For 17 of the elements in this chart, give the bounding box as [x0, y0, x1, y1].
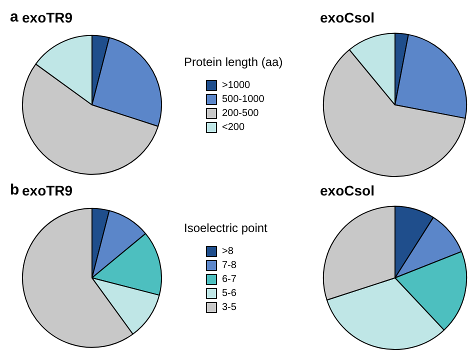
legend-label: 5-6 — [222, 286, 236, 300]
legend-label: >1000 — [222, 78, 250, 92]
chart-title: exoCsol — [320, 182, 374, 198]
chart-title: exoTR9 — [22, 9, 73, 26]
legend-label: 200-500 — [222, 106, 259, 120]
legend-label: 6-7 — [222, 272, 236, 286]
chart-title: exoTR9 — [22, 182, 73, 198]
legend-label: 3-5 — [222, 300, 236, 314]
text: a — [10, 8, 19, 26]
chart-title: exoCsol — [320, 9, 374, 26]
legend-label: 7-8 — [222, 258, 236, 272]
legend-title: Protein length (aa) — [184, 54, 284, 68]
legend-label: <200 — [222, 120, 245, 134]
legend-title: Isoelectric point — [184, 220, 268, 234]
legend-label: 500-1000 — [222, 92, 264, 106]
text: b — [10, 182, 20, 199]
legend-label: >8 — [222, 244, 234, 258]
